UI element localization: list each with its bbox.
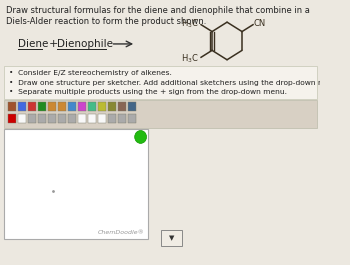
Bar xyxy=(8,114,16,123)
Bar xyxy=(108,114,116,123)
Text: •  Separate multiple products using the + sign from the drop-down menu.: • Separate multiple products using the +… xyxy=(9,90,287,95)
Text: Diene: Diene xyxy=(18,39,48,49)
Text: ▼: ▼ xyxy=(169,235,174,241)
Text: •  Consider E/Z stereochemistry of alkenes.: • Consider E/Z stereochemistry of alkene… xyxy=(9,70,172,76)
Bar xyxy=(128,102,136,111)
Text: •  Draw one structure per sketcher. Add additional sketchers using the drop-down: • Draw one structure per sketcher. Add a… xyxy=(9,80,350,86)
Bar xyxy=(58,102,66,111)
Text: Draw structural formulas for the diene and dienophile that combine in a Diels-Al: Draw structural formulas for the diene a… xyxy=(6,6,310,26)
Bar xyxy=(38,114,46,123)
Bar xyxy=(38,102,46,111)
FancyBboxPatch shape xyxy=(4,129,148,239)
Bar xyxy=(28,102,36,111)
Bar xyxy=(88,114,96,123)
Text: Dienophile: Dienophile xyxy=(57,39,113,49)
Text: H$_3$C: H$_3$C xyxy=(181,17,199,30)
Text: ChemDoodle®: ChemDoodle® xyxy=(97,230,144,235)
FancyBboxPatch shape xyxy=(161,230,182,246)
Bar xyxy=(98,114,106,123)
Bar xyxy=(18,102,26,111)
Bar xyxy=(28,114,36,123)
Bar xyxy=(58,114,66,123)
Bar xyxy=(48,114,56,123)
Bar xyxy=(118,102,126,111)
Bar xyxy=(48,102,56,111)
Bar xyxy=(78,114,86,123)
FancyBboxPatch shape xyxy=(4,66,317,99)
Bar xyxy=(108,102,116,111)
FancyBboxPatch shape xyxy=(4,100,317,128)
Bar xyxy=(128,114,136,123)
Bar xyxy=(68,114,76,123)
Bar xyxy=(88,102,96,111)
Circle shape xyxy=(135,131,147,143)
Bar xyxy=(18,114,26,123)
Bar xyxy=(68,102,76,111)
Bar xyxy=(118,114,126,123)
Text: H$_3$C: H$_3$C xyxy=(181,52,199,65)
Bar xyxy=(8,102,16,111)
Text: CN: CN xyxy=(254,19,266,28)
Bar xyxy=(98,102,106,111)
Text: +: + xyxy=(49,39,58,49)
Bar xyxy=(78,102,86,111)
